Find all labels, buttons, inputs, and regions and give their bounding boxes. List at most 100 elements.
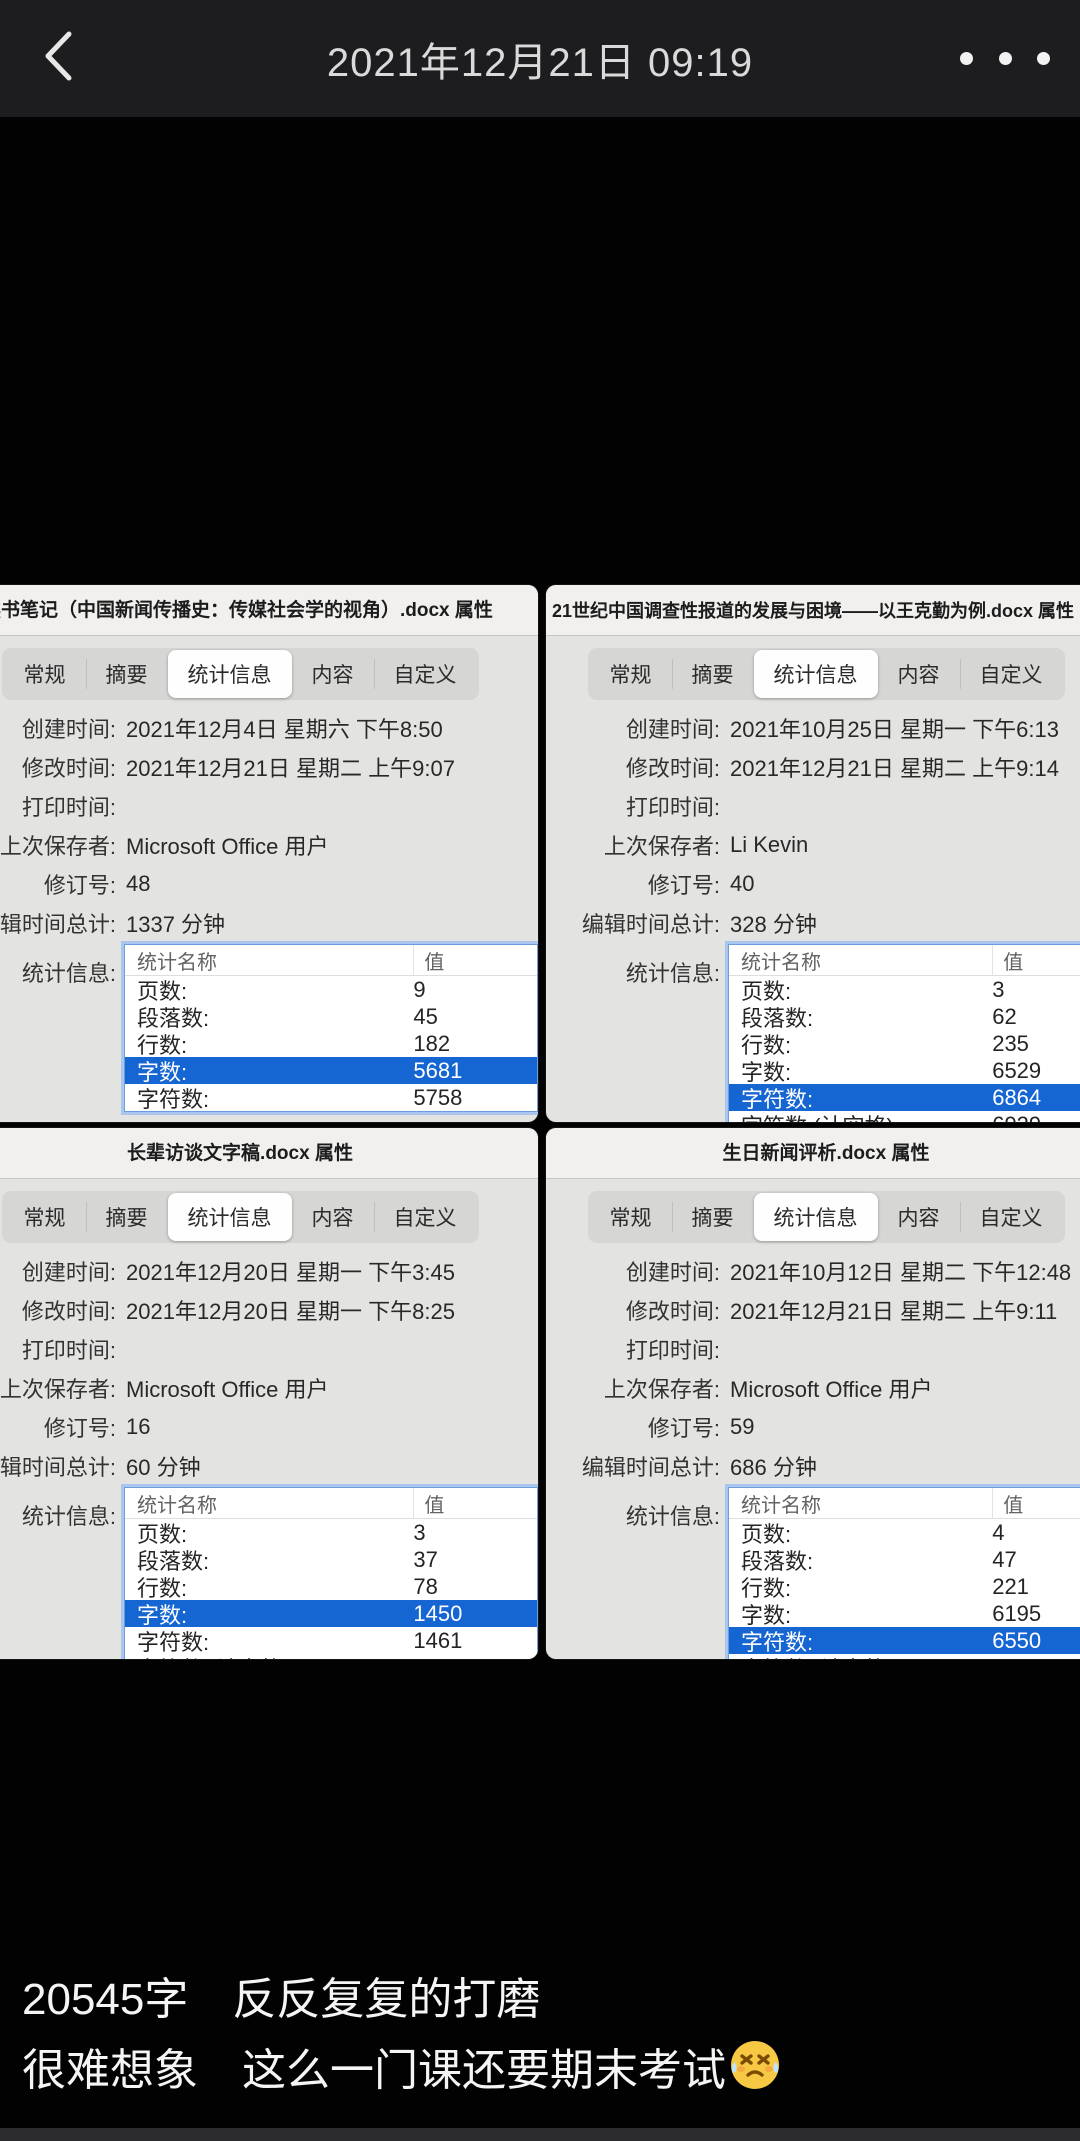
tab-bar: 常规 摘要 统计信息 内容 自定义 bbox=[1, 1191, 479, 1243]
tab-custom[interactable]: 自定义 bbox=[373, 1193, 477, 1241]
tab-summary[interactable]: 摘要 bbox=[85, 650, 168, 698]
statistics-table[interactable]: 统计名称值 页数: 3 段落数: 62 行数: 235 字数: 6529 字符数: 686… bbox=[728, 944, 1080, 1122]
tab-summary[interactable]: 摘要 bbox=[671, 1193, 754, 1241]
statistics-table[interactable]: 统计名称值 页数: 3 段落数: 37 行数: 78 字数: 1450 字符数: 1461… bbox=[124, 1487, 538, 1659]
tab-general[interactable]: 常规 bbox=[23, 664, 66, 687]
tab-contents[interactable]: 内容 bbox=[897, 1207, 940, 1230]
properties-dialog-investigative-report: 21世纪中国调查性报道的发展与困境——以王克勤为例.docx 属性 常规 摘要 … bbox=[546, 585, 1080, 1122]
table-row[interactable]: 段落数: 62 bbox=[741, 1003, 1017, 1031]
field-label: 修订号: bbox=[647, 872, 720, 898]
properties-dialog-birthday-news: 生日新闻评析.docx 属性 常规 摘要 统计信息 内容 自定义 创建时间: 20… bbox=[546, 1128, 1080, 1659]
table-row[interactable]: 页数: 4 bbox=[741, 1519, 1005, 1547]
dialog-title: 生日新闻评析.docx 属性 bbox=[546, 1128, 1080, 1179]
table-row[interactable]: 行数: 235 bbox=[741, 1030, 1029, 1058]
field-label: 上次保存者: bbox=[603, 1376, 720, 1402]
table-row[interactable]: 页数: 3 bbox=[741, 976, 1005, 1004]
field-label: 上次保存者: bbox=[0, 833, 116, 859]
field-list: 创建时间: 2021年10月25日 星期一 下午6:13 修改时间: 2021年12… bbox=[546, 708, 1080, 942]
table-row[interactable]: 字数: 5681 bbox=[125, 1057, 537, 1085]
field-label: 上次保存者: bbox=[0, 1376, 116, 1402]
chevron-left-icon bbox=[43, 30, 73, 87]
navigation-bar: 2021年12月21日 09:19 bbox=[0, 0, 1080, 117]
field-label: 打印时间: bbox=[625, 794, 720, 820]
tab-contents[interactable]: 内容 bbox=[311, 1207, 354, 1230]
crying-scrunched-face-emoji bbox=[728, 2038, 782, 2112]
field-label: 修订号: bbox=[43, 1415, 116, 1441]
tab-statistics[interactable]: 统计信息 bbox=[167, 1193, 292, 1241]
table-row[interactable]: 字符数: 1461 bbox=[137, 1627, 463, 1655]
caption-line-1: 20545字 反反复复的打磨 bbox=[22, 1975, 541, 2024]
table-row[interactable]: 字符数: 5758 bbox=[137, 1084, 463, 1112]
table-row[interactable]: 页数: 3 bbox=[137, 1519, 426, 1547]
field-label: 上次保存者: bbox=[603, 833, 720, 859]
table-row[interactable]: 字符数 (计空格):6929 bbox=[729, 1111, 1080, 1123]
tab-summary[interactable]: 摘要 bbox=[85, 1193, 168, 1241]
tab-summary[interactable]: 摘要 bbox=[671, 650, 754, 698]
table-row[interactable]: 行数: 78 bbox=[137, 1573, 438, 1601]
statistics-table[interactable]: 统计名称值 页数: 9 段落数: 45 行数: 182 字数: 5681 字符数: 575… bbox=[124, 944, 538, 1112]
table-row[interactable]: 段落数: 45 bbox=[137, 1003, 438, 1031]
table-row[interactable]: 字数: 1450 bbox=[125, 1600, 537, 1628]
field-label: 创建时间: bbox=[21, 1259, 116, 1285]
field-label: 编辑时间总计: bbox=[581, 1454, 720, 1480]
tab-general[interactable]: 常规 bbox=[609, 664, 652, 687]
tab-custom[interactable]: 自定义 bbox=[373, 650, 477, 698]
field-list: 创建时间: 2021年12月20日 星期一 下午3:45 修改时间: 2021年12… bbox=[0, 1251, 538, 1485]
ellipsis-icon bbox=[960, 51, 973, 65]
back-button[interactable] bbox=[28, 28, 88, 88]
field-list: 创建时间: 2021年12月4日 星期六 下午8:50 修改时间: 2021年12月… bbox=[0, 708, 538, 942]
tab-general[interactable]: 常规 bbox=[609, 1207, 652, 1230]
table-row[interactable]: 字符数 (计空格):1461 bbox=[125, 1654, 537, 1660]
table-row[interactable]: 段落数: 47 bbox=[741, 1546, 1017, 1574]
field-label: 修订号: bbox=[647, 1415, 720, 1441]
tab-statistics[interactable]: 统计信息 bbox=[753, 650, 878, 698]
table-row[interactable]: 字符数 (计空格):6585 bbox=[729, 1654, 1080, 1660]
statistics-table[interactable]: 统计名称值 页数: 4 段落数: 47 行数: 221 字数: 6195 字符数: 655… bbox=[728, 1487, 1080, 1659]
table-row[interactable]: 段落数: 37 bbox=[137, 1546, 438, 1574]
bottom-ui-strip bbox=[0, 2128, 1080, 2141]
image-caption: 20545字 反反复复的打磨 很难想象 这么一门课还要期末考试 bbox=[22, 1966, 782, 2108]
tab-contents[interactable]: 内容 bbox=[897, 664, 940, 687]
table-header: 统计名称值 bbox=[125, 945, 537, 976]
table-row[interactable]: 字数: 6529 bbox=[741, 1057, 1042, 1085]
tab-statistics[interactable]: 统计信息 bbox=[167, 650, 292, 698]
table-row[interactable]: 字数: 6195 bbox=[741, 1600, 1042, 1628]
table-row[interactable]: 行数: 182 bbox=[137, 1030, 451, 1058]
field-value: Li Kevin bbox=[730, 831, 809, 857]
field-label: 修订号: bbox=[43, 872, 116, 898]
field-value: 2021年12月4日 星期六 下午8:50 bbox=[126, 716, 443, 742]
statistics-label: 统计信息: bbox=[625, 1504, 720, 1529]
field-value: 2021年12月21日 星期二 上午9:07 bbox=[126, 755, 455, 781]
properties-dialog-reading-notes: 读书笔记（中国新闻传播史：传媒社会学的视角）.docx 属性 常规 摘要 统计信… bbox=[0, 585, 538, 1122]
table-row[interactable]: 字符数: 6864 bbox=[729, 1084, 1080, 1112]
field-value: Microsoft Office 用户 bbox=[126, 833, 329, 859]
page-title: 2021年12月21日 09:19 bbox=[326, 40, 754, 85]
tab-general[interactable]: 常规 bbox=[23, 1207, 66, 1230]
field-label: 打印时间: bbox=[625, 1337, 720, 1363]
field-value: 2021年12月20日 星期一 下午8:25 bbox=[126, 1298, 455, 1324]
field-value: 59 bbox=[730, 1413, 755, 1439]
tab-contents[interactable]: 内容 bbox=[311, 664, 354, 687]
properties-dialog-elder-interview: 长辈访谈文字稿.docx 属性 常规 摘要 统计信息 内容 自定义 创建时间: 2… bbox=[0, 1128, 538, 1659]
more-options-button[interactable] bbox=[960, 40, 1050, 76]
field-label: 创建时间: bbox=[625, 1259, 720, 1285]
tab-statistics[interactable]: 统计信息 bbox=[753, 1193, 878, 1241]
field-value: 686 分钟 bbox=[730, 1454, 817, 1480]
field-label: 打印时间: bbox=[21, 1337, 116, 1363]
field-value: 16 bbox=[126, 1413, 151, 1439]
dialog-title: 读书笔记（中国新闻传播史：传媒社会学的视角）.docx 属性 bbox=[0, 585, 538, 636]
statistics-label: 统计信息: bbox=[21, 1504, 116, 1529]
table-row[interactable]: 页数: 9 bbox=[137, 976, 426, 1004]
tab-custom[interactable]: 自定义 bbox=[959, 1193, 1063, 1241]
table-header: 统计名称值 bbox=[729, 945, 1080, 976]
field-value: 2021年12月21日 星期二 上午9:14 bbox=[730, 755, 1059, 781]
field-label: 编辑时间总计: bbox=[0, 1454, 116, 1480]
table-row[interactable]: 字符数: 6550 bbox=[729, 1627, 1080, 1655]
field-label: 编辑时间总计: bbox=[581, 911, 720, 937]
table-row[interactable]: 行数: 221 bbox=[741, 1573, 1029, 1601]
dialog-title: 长辈访谈文字稿.docx 属性 bbox=[0, 1128, 538, 1179]
tab-bar: 常规 摘要 统计信息 内容 自定义 bbox=[1, 648, 479, 700]
field-value: Microsoft Office 用户 bbox=[730, 1376, 933, 1402]
tab-custom[interactable]: 自定义 bbox=[959, 650, 1063, 698]
